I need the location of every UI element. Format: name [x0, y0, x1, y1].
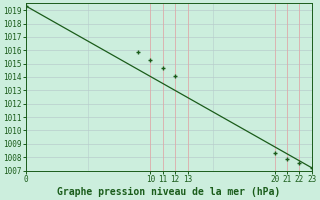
X-axis label: Graphe pression niveau de la mer (hPa): Graphe pression niveau de la mer (hPa) — [57, 186, 281, 197]
